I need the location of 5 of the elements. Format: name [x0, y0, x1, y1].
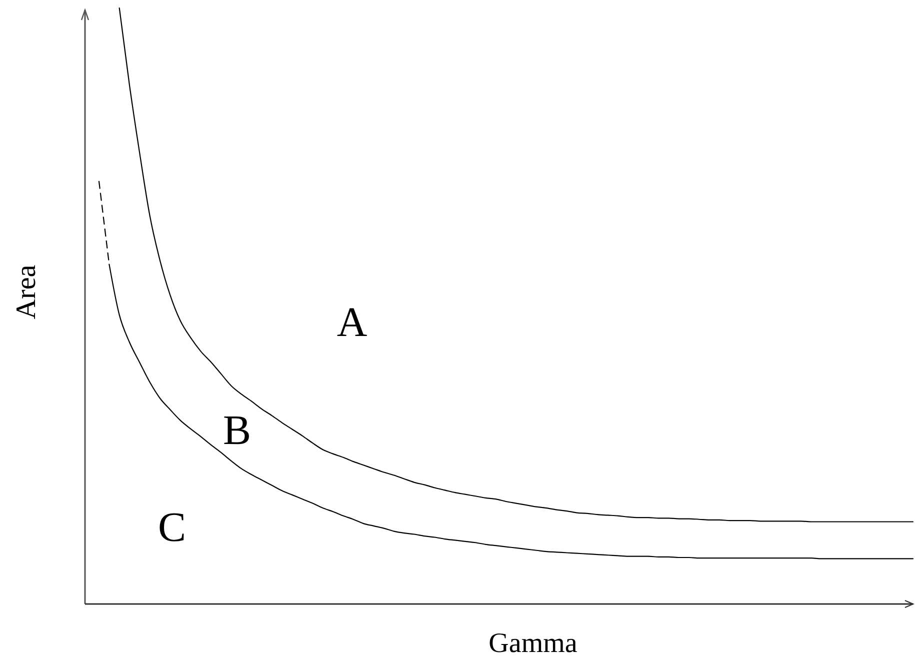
- annotation: A: [336, 300, 368, 346]
- annotation: B: [222, 408, 252, 454]
- annotation: C: [158, 505, 186, 551]
- y-axis-title: Area: [11, 264, 42, 320]
- x-axis-title: Gamma: [488, 628, 578, 658]
